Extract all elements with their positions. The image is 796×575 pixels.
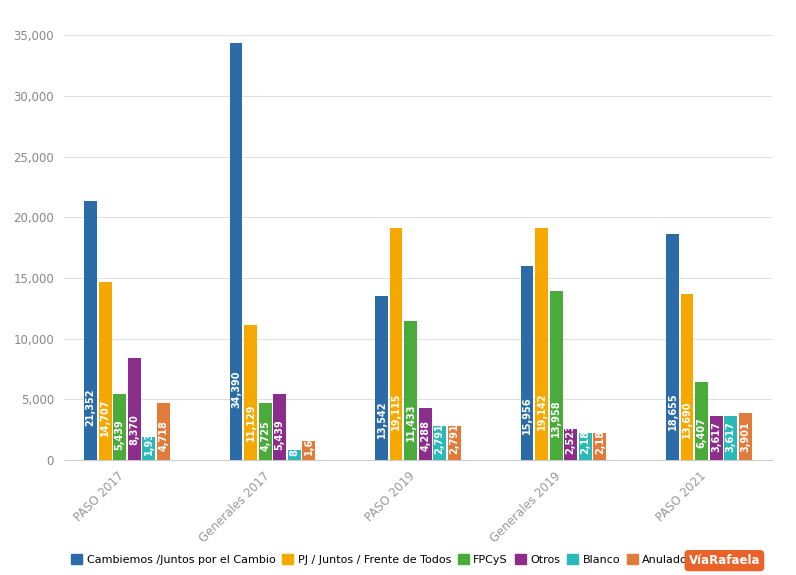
Bar bbox=[302, 440, 315, 460]
Text: 4,725: 4,725 bbox=[260, 420, 270, 451]
Text: 13,958: 13,958 bbox=[551, 400, 561, 437]
Text: 4,718: 4,718 bbox=[158, 420, 168, 451]
Bar bbox=[739, 413, 751, 460]
Text: 18,655: 18,655 bbox=[668, 393, 677, 431]
Text: VíaRafaela: VíaRafaela bbox=[689, 554, 760, 567]
Text: 11,433: 11,433 bbox=[406, 404, 416, 441]
Bar bbox=[593, 434, 607, 460]
Bar bbox=[244, 325, 257, 460]
Bar bbox=[521, 266, 533, 460]
Text: 19,142: 19,142 bbox=[537, 392, 547, 430]
Bar bbox=[273, 394, 286, 460]
Text: 2,791: 2,791 bbox=[449, 423, 459, 454]
Legend: Cambiemos /Juntos por el Cambio, PJ / Juntos / Frente de Todos, FPCyS, Otros, Bl: Cambiemos /Juntos por el Cambio, PJ / Ju… bbox=[67, 550, 698, 569]
Text: 3,617: 3,617 bbox=[726, 421, 736, 453]
Bar bbox=[157, 402, 170, 460]
Bar bbox=[681, 294, 693, 460]
Text: 2,791: 2,791 bbox=[435, 423, 445, 454]
Text: 13,542: 13,542 bbox=[377, 400, 387, 438]
Text: 11,129: 11,129 bbox=[246, 404, 256, 442]
Text: 15,956: 15,956 bbox=[522, 397, 532, 434]
Text: 8,370: 8,370 bbox=[129, 415, 139, 446]
Bar bbox=[229, 43, 243, 460]
Text: 6,407: 6,407 bbox=[696, 417, 707, 448]
Bar bbox=[99, 282, 111, 460]
Text: 4,288: 4,288 bbox=[420, 420, 430, 451]
Text: 34,390: 34,390 bbox=[231, 370, 241, 408]
Text: 13,690: 13,690 bbox=[682, 400, 692, 438]
Bar bbox=[579, 434, 591, 460]
Bar bbox=[710, 416, 723, 460]
Bar bbox=[564, 430, 577, 460]
Text: 21,352: 21,352 bbox=[85, 389, 96, 427]
Text: 3,617: 3,617 bbox=[711, 421, 721, 453]
Bar bbox=[84, 201, 97, 460]
Bar bbox=[550, 291, 563, 460]
Bar bbox=[390, 228, 403, 460]
Text: 828: 828 bbox=[289, 436, 299, 457]
Text: 14,707: 14,707 bbox=[100, 398, 110, 436]
Bar bbox=[695, 382, 708, 460]
Bar bbox=[448, 426, 461, 460]
Bar bbox=[419, 408, 431, 460]
Text: 1,600: 1,600 bbox=[304, 424, 314, 455]
Text: 2,185: 2,185 bbox=[595, 424, 605, 454]
Text: 5,439: 5,439 bbox=[275, 419, 285, 450]
Bar bbox=[375, 296, 388, 460]
Bar bbox=[113, 394, 126, 460]
Bar bbox=[404, 321, 417, 460]
Text: 5,439: 5,439 bbox=[115, 419, 125, 450]
Bar bbox=[433, 426, 446, 460]
Text: 1,933: 1,933 bbox=[144, 424, 154, 455]
Bar bbox=[724, 416, 737, 460]
Text: 2,185: 2,185 bbox=[580, 424, 590, 454]
Text: 2,523: 2,523 bbox=[566, 423, 576, 454]
Text: 3,901: 3,901 bbox=[740, 421, 751, 452]
Bar bbox=[259, 402, 271, 460]
Bar bbox=[142, 436, 155, 460]
Bar bbox=[535, 228, 548, 460]
Bar bbox=[128, 358, 141, 460]
Bar bbox=[666, 233, 679, 460]
Text: 19,115: 19,115 bbox=[391, 392, 401, 430]
Bar bbox=[288, 450, 301, 460]
